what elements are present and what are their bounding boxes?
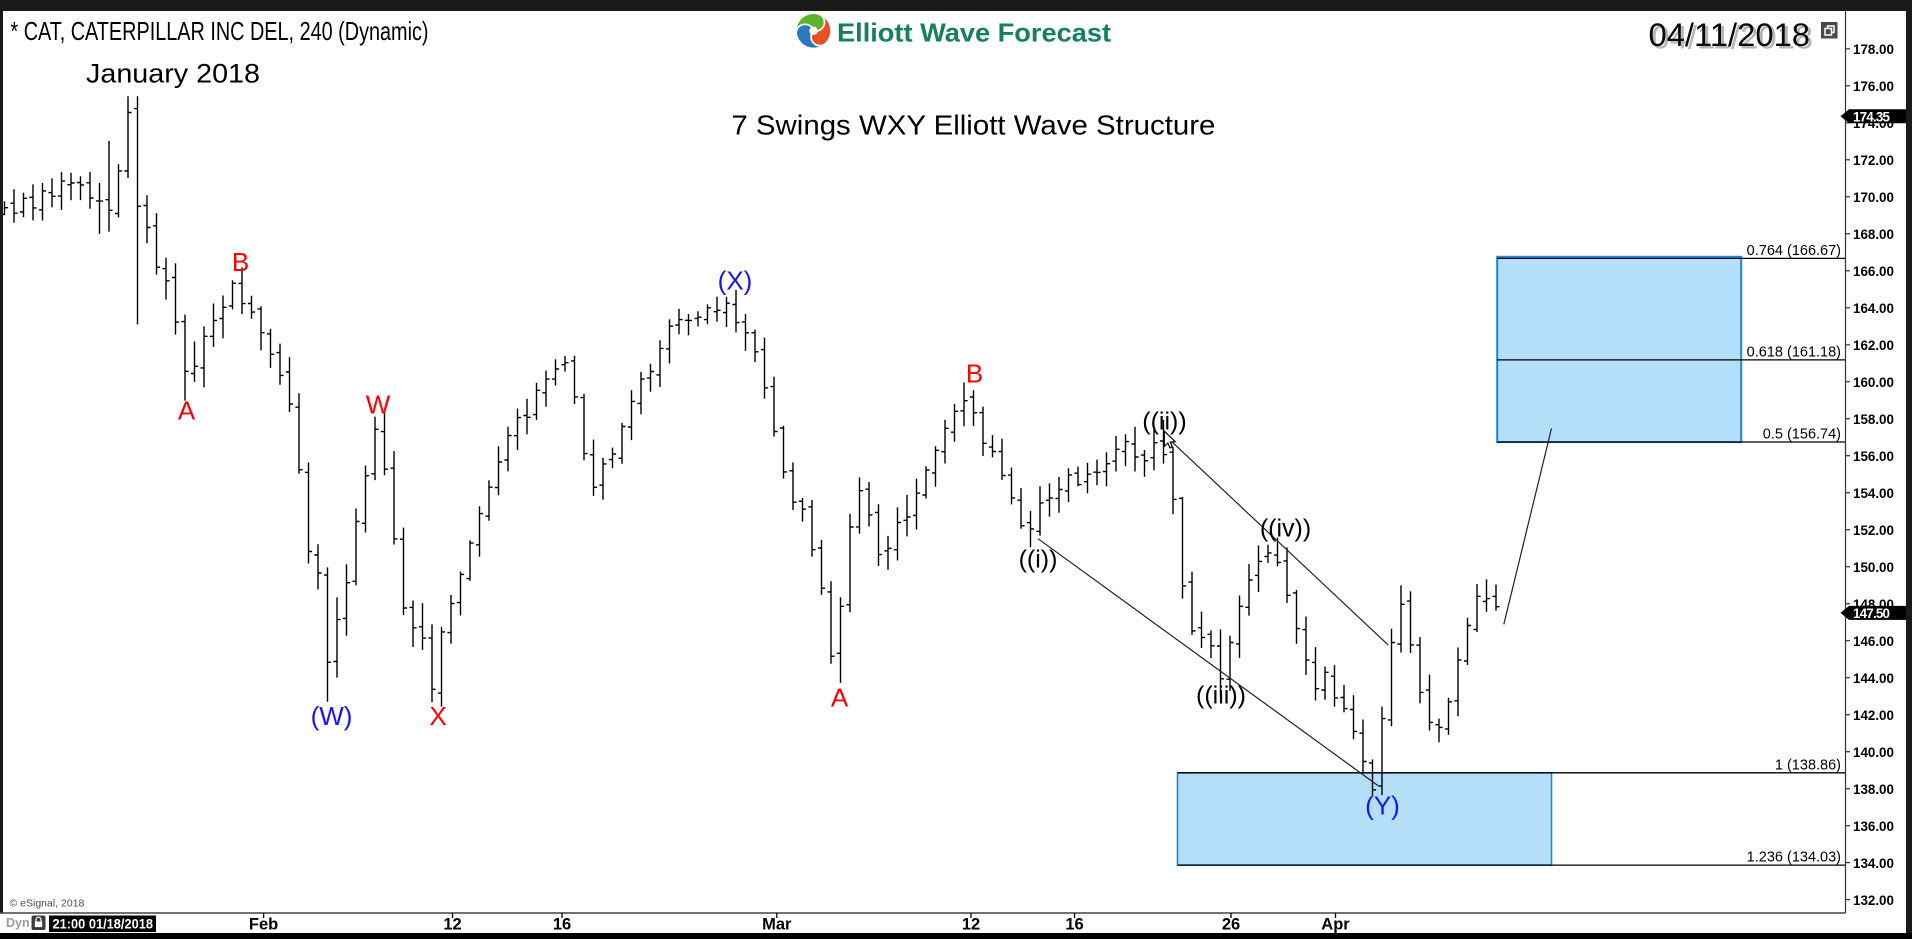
svg-text:174.35: 174.35 <box>1853 109 1891 124</box>
svg-text:A: A <box>178 396 196 426</box>
svg-text:((iv)): ((iv)) <box>1260 515 1311 543</box>
svg-text:Elliott Wave Forecast: Elliott Wave Forecast <box>837 18 1111 48</box>
svg-text:16: 16 <box>1065 916 1083 934</box>
svg-text:142.00: 142.00 <box>1853 708 1894 723</box>
svg-text:176.00: 176.00 <box>1853 79 1894 94</box>
svg-text:0.618 (161.18): 0.618 (161.18) <box>1747 344 1841 360</box>
svg-text:166.00: 166.00 <box>1853 264 1894 279</box>
svg-text:26: 26 <box>1222 916 1240 934</box>
svg-text:January 2018: January 2018 <box>86 59 260 89</box>
svg-text:B: B <box>966 359 983 389</box>
svg-text:X: X <box>429 701 446 731</box>
svg-text:04/11/2018: 04/11/2018 <box>1652 20 1814 56</box>
svg-text:164.00: 164.00 <box>1853 301 1894 316</box>
svg-text:178.00: 178.00 <box>1853 42 1894 57</box>
svg-text:7 Swings WXY Elliott Wave Stru: 7 Swings WXY Elliott Wave Structure <box>731 110 1215 141</box>
svg-text:W: W <box>366 390 391 420</box>
svg-text:170.00: 170.00 <box>1853 190 1894 205</box>
svg-text:162.00: 162.00 <box>1853 338 1894 353</box>
svg-text:158.00: 158.00 <box>1853 412 1894 427</box>
svg-text:1.236 (134.03): 1.236 (134.03) <box>1747 850 1841 866</box>
svg-text:Feb: Feb <box>249 916 278 934</box>
svg-text:© eSignal, 2018: © eSignal, 2018 <box>10 898 85 910</box>
svg-text:134.00: 134.00 <box>1853 856 1894 871</box>
svg-text:((i)): ((i)) <box>1019 546 1058 574</box>
svg-text:140.00: 140.00 <box>1853 745 1894 760</box>
svg-text:Apr: Apr <box>1321 916 1350 934</box>
svg-text:B: B <box>232 247 249 277</box>
svg-text:136.00: 136.00 <box>1853 819 1894 834</box>
svg-text:12: 12 <box>443 916 461 934</box>
svg-text:(Y): (Y) <box>1365 791 1400 821</box>
svg-text:0.5 (156.74): 0.5 (156.74) <box>1763 427 1841 443</box>
svg-text:144.00: 144.00 <box>1853 671 1894 686</box>
svg-text:* CAT, CATERPILLAR INC DEL, 24: * CAT, CATERPILLAR INC DEL, 240 (Dynamic… <box>11 16 429 46</box>
svg-text:Mar: Mar <box>762 916 792 934</box>
svg-text:0.764 (166.67): 0.764 (166.67) <box>1747 243 1841 259</box>
svg-text:16: 16 <box>553 916 571 934</box>
svg-text:150.00: 150.00 <box>1853 560 1894 575</box>
svg-text:132.00: 132.00 <box>1853 893 1894 908</box>
svg-text:138.00: 138.00 <box>1853 782 1894 797</box>
svg-text:172.00: 172.00 <box>1853 153 1894 168</box>
svg-text:156.00: 156.00 <box>1853 449 1894 464</box>
svg-text:146.00: 146.00 <box>1853 634 1894 649</box>
svg-text:(W): (W) <box>311 701 353 731</box>
svg-text:168.00: 168.00 <box>1853 227 1894 242</box>
svg-text:147.50: 147.50 <box>1853 606 1890 621</box>
svg-text:154.00: 154.00 <box>1853 486 1894 501</box>
svg-text:(X): (X) <box>718 266 753 296</box>
svg-text:12: 12 <box>962 916 980 934</box>
svg-text:A: A <box>831 683 849 713</box>
svg-text:160.00: 160.00 <box>1853 375 1894 390</box>
svg-text:04/11/2018: 04/11/2018 <box>1649 17 1811 53</box>
svg-text:21:00 01/18/2018: 21:00 01/18/2018 <box>53 916 154 931</box>
svg-text:1 (138.86): 1 (138.86) <box>1775 757 1841 773</box>
svg-text:((iii)): ((iii)) <box>1196 682 1246 710</box>
svg-text:152.00: 152.00 <box>1853 523 1894 538</box>
svg-text:Dyn: Dyn <box>6 916 30 930</box>
